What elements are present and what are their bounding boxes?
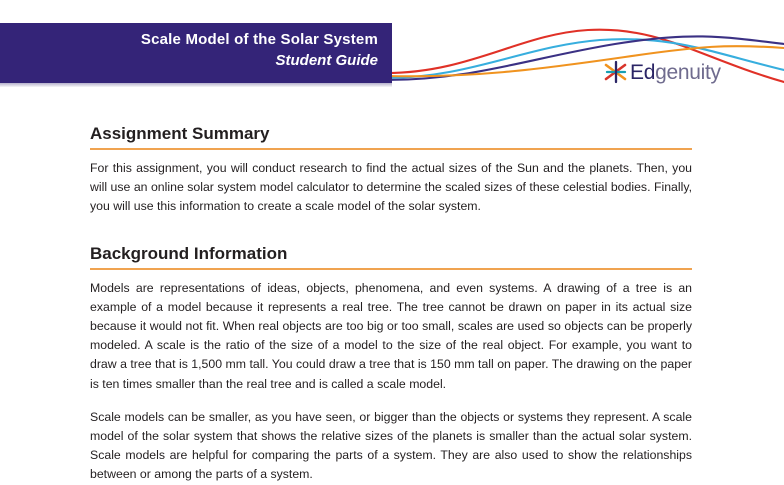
page-title: Scale Model of the Solar System (140, 31, 378, 48)
wordmark-ed: Ed (630, 60, 656, 84)
page-subtitle: Student Guide (275, 52, 379, 69)
document-header: Scale Model of the Solar System Student … (0, 0, 784, 108)
decorative-swoosh-curves (384, 28, 784, 84)
paragraph-background-2: Scale models can be smaller, as you have… (90, 409, 692, 482)
title-banner: Scale Model of the Solar System Student … (0, 23, 392, 87)
wordmark-genuity: genuity (655, 60, 721, 84)
paragraph-background-1: Models are representations of ideas, obj… (90, 280, 692, 391)
section-assignment-summary: Assignment Summary For this assignment, … (90, 123, 692, 217)
document-content: Assignment Summary For this assignment, … (90, 112, 692, 485)
heading-background-information: Background Information (90, 243, 692, 270)
edgenuity-logo: Edgenuity (603, 58, 721, 86)
edgenuity-x-mark (604, 60, 627, 84)
edgenuity-wordmark: Edgenuity (630, 62, 721, 83)
paragraph-assignment-1: For this assignment, you will conduct re… (90, 161, 692, 214)
heading-assignment-summary: Assignment Summary (90, 123, 692, 150)
section-background-information: Background Information Models are repres… (90, 243, 692, 485)
